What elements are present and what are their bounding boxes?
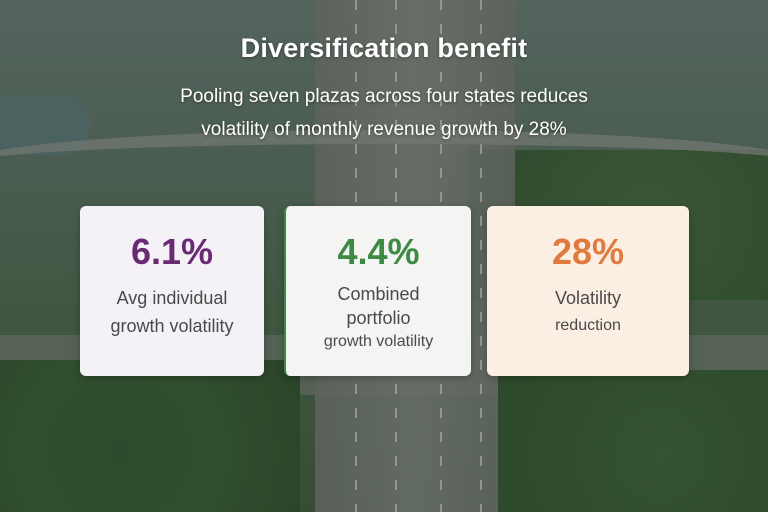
stat-label-line: growth volatility [110,316,234,336]
stat-value: 4.4% [337,231,420,272]
slide-subtitle: Pooling seven plazas across four states … [60,80,708,146]
stat-label: Avg individual growth volatility [80,284,264,340]
stat-label-line: Combined [337,284,420,304]
subtitle-line: volatility of monthly revenue growth by … [201,119,567,140]
stat-label: Volatility reduction [487,284,689,340]
stat-label-line: Avg individual [116,288,228,308]
stat-label-line: reduction [555,317,621,334]
trees-left-shape [0,360,300,512]
stat-label: Combined portfolio growth volatility [286,282,471,354]
lane-marking [480,0,482,512]
stat-value: 6.1% [130,231,214,272]
stat-card-individual-volatility: 6.1% Avg individual growth volatility [80,206,264,376]
subtitle-line: Pooling seven plazas across four states … [180,86,588,107]
stat-card-volatility-reduction: 28% Volatility reduction [487,206,689,376]
stat-label-line: Volatility [554,288,622,308]
flyover-shape [0,130,768,200]
slide-title: Diversification benefit [240,33,528,63]
stat-value: 28% [551,231,625,272]
trees-bottom-right-shape [498,370,768,512]
stat-card-combined-volatility: 4.4% Combined portfolio growth volatilit… [284,206,471,376]
stat-label-line: portfolio [346,308,411,328]
stat-label-line: growth volatility [323,333,434,350]
